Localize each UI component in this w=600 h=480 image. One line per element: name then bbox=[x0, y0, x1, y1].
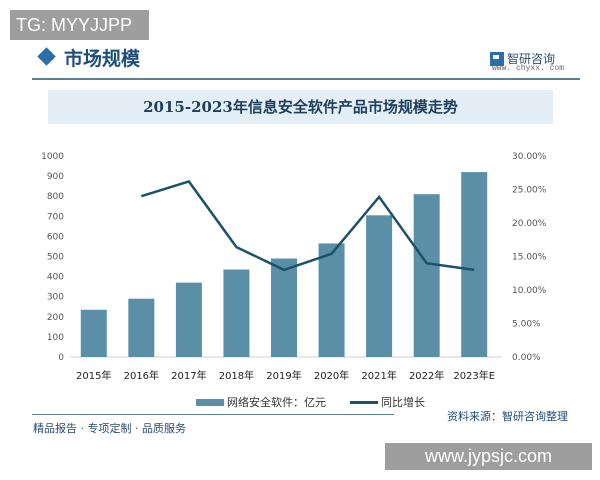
section-title: 市场规模 bbox=[64, 48, 141, 70]
bar bbox=[366, 215, 393, 357]
left-axis-tick: 600 bbox=[47, 232, 64, 242]
bar bbox=[223, 269, 250, 357]
chart-title-bar: 2015-2023年信息安全软件产品市场规模走势 bbox=[48, 90, 553, 124]
tag-overlay: TG: MYYJJPP bbox=[10, 10, 149, 40]
footer-divider bbox=[32, 414, 394, 415]
bar bbox=[461, 172, 488, 357]
left-axis-tick: 500 bbox=[47, 253, 64, 263]
footer-tagline: 精品报告 · 专项定制 · 品质服务 bbox=[33, 422, 186, 435]
bar bbox=[175, 282, 202, 357]
brand-name: 智研咨询 bbox=[507, 52, 556, 66]
legend-bar-label: 网络安全软件：亿元 bbox=[227, 396, 326, 409]
x-axis-tick: 2023年E bbox=[453, 369, 495, 382]
right-axis-tick: 5.00% bbox=[512, 320, 541, 330]
right-axis-tick: 15.00% bbox=[512, 253, 547, 263]
left-axis-tick: 100 bbox=[47, 333, 64, 343]
x-axis-tick: 2019年 bbox=[266, 369, 301, 382]
bar bbox=[318, 243, 345, 357]
legend-line-label: 同比增长 bbox=[381, 396, 425, 409]
left-axis-tick: 400 bbox=[47, 273, 64, 283]
x-axis-tick: 2021年 bbox=[361, 369, 396, 382]
left-axis-tick: 200 bbox=[47, 313, 64, 323]
bar bbox=[80, 309, 107, 357]
x-axis-tick: 2017年 bbox=[171, 369, 206, 382]
legend-line-swatch bbox=[350, 400, 378, 404]
x-axis-tick: 2020年 bbox=[314, 369, 349, 382]
brand-logo-icon bbox=[490, 51, 504, 66]
source-note: 资料来源：智研咨询整理 bbox=[447, 410, 568, 423]
right-axis-tick: 10.00% bbox=[512, 286, 547, 296]
x-axis-tick: 2015年 bbox=[76, 369, 111, 382]
left-axis-tick: 900 bbox=[47, 172, 64, 182]
left-axis-tick: 300 bbox=[47, 293, 64, 303]
left-axis-tick: 800 bbox=[47, 192, 64, 202]
left-axis-tick: 700 bbox=[47, 212, 64, 222]
watermark-overlay: www.jypsjc.com bbox=[385, 443, 592, 470]
x-axis-tick: 2022年 bbox=[409, 369, 444, 382]
left-axis-tick: 1000 bbox=[41, 152, 64, 162]
brand-logo-block: 智研咨询 bbox=[490, 48, 555, 67]
chart-title: 2015-2023年信息安全软件产品市场规模走势 bbox=[143, 98, 458, 116]
right-axis-tick: 25.00% bbox=[512, 186, 547, 196]
legend-bar-swatch bbox=[196, 398, 224, 406]
right-axis-tick: 0.00% bbox=[512, 353, 541, 363]
header-divider bbox=[32, 78, 580, 80]
growth-line bbox=[140, 180, 475, 272]
bar bbox=[413, 194, 440, 357]
x-axis-tick: 2016年 bbox=[124, 369, 159, 382]
brand-url: www. chyxx. com bbox=[492, 64, 565, 73]
left-axis-tick: 0 bbox=[58, 353, 64, 363]
chart-legend: 网络安全软件：亿元 同比增长 bbox=[196, 394, 425, 410]
right-axis-tick: 30.00% bbox=[512, 152, 547, 162]
right-axis-tick: 20.00% bbox=[512, 219, 547, 229]
bar bbox=[271, 258, 297, 357]
x-axis-tick: 2018年 bbox=[219, 369, 254, 382]
bar bbox=[128, 298, 155, 357]
